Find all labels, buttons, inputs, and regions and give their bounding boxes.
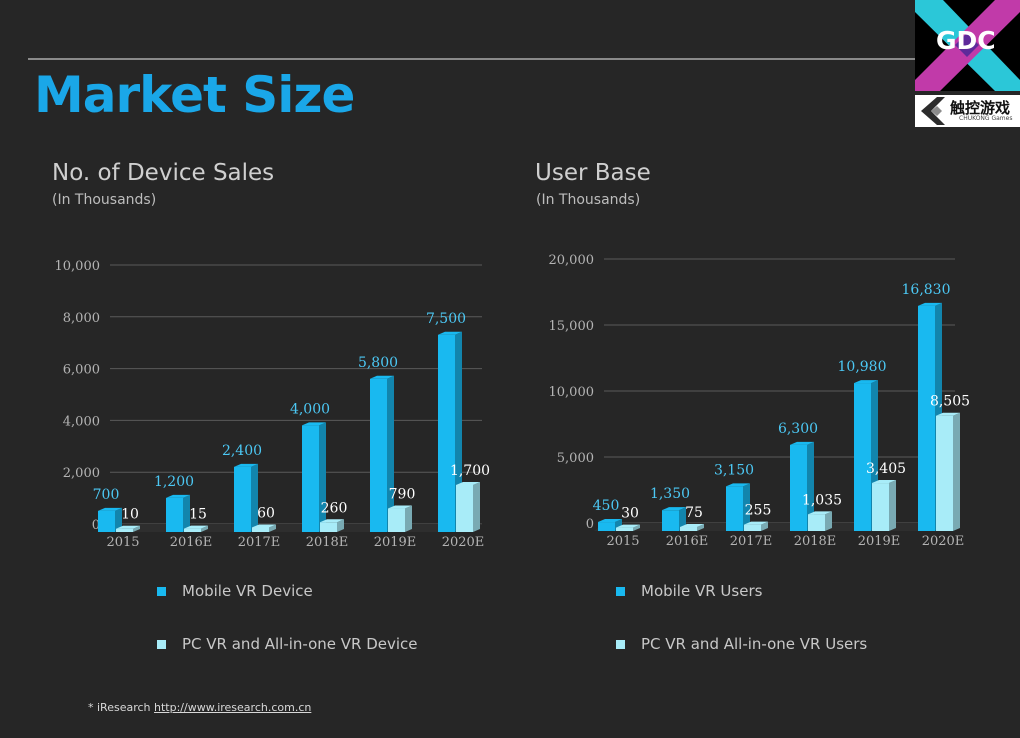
legend-swatch-mobile bbox=[616, 586, 625, 596]
data-label-mobile: 700 bbox=[93, 487, 120, 503]
data-label-mobile: 1,200 bbox=[154, 474, 194, 490]
legend-swatch-pc bbox=[616, 639, 625, 649]
y-tick-label: 8,000 bbox=[63, 311, 100, 326]
x-tick-label: 2019E bbox=[858, 534, 901, 549]
data-label-mobile: 16,830 bbox=[902, 282, 951, 298]
data-label-mobile: 2,400 bbox=[222, 443, 262, 459]
x-tick-label: 2018E bbox=[794, 534, 837, 549]
data-label-mobile: 3,150 bbox=[714, 462, 754, 478]
data-label-mobile: 7,500 bbox=[426, 311, 466, 327]
bar-mobile bbox=[438, 331, 462, 532]
legend-item-pc-device: PC VR and All-in-one VR Device bbox=[157, 635, 418, 653]
legend-label: PC VR and All-in-one VR Users bbox=[641, 635, 868, 653]
x-tick-label: 2017E bbox=[730, 534, 773, 549]
data-label-mobile: 1,350 bbox=[650, 486, 690, 502]
bar-pc bbox=[116, 525, 140, 532]
bar-pc bbox=[184, 525, 208, 532]
bar-mobile bbox=[790, 441, 814, 531]
legend-item-mobile-device: Mobile VR Device bbox=[157, 582, 313, 600]
bar-pc bbox=[936, 412, 960, 531]
chukong-logo-cn: 触控游戏 bbox=[950, 99, 1011, 117]
data-label-mobile: 450 bbox=[593, 498, 620, 514]
legend-label: PC VR and All-in-one VR Device bbox=[182, 635, 418, 653]
legend-label: Mobile VR Users bbox=[641, 582, 763, 600]
bar-pc bbox=[388, 505, 412, 532]
legend-item-mobile-users: Mobile VR Users bbox=[616, 582, 762, 600]
device-sales-subtitle: (In Thousands) bbox=[52, 192, 157, 208]
bar-pc bbox=[456, 481, 480, 532]
chukong-logo-en: CHUKONG Games bbox=[959, 115, 1013, 122]
data-label-pc: 30 bbox=[621, 506, 639, 522]
y-tick-label: 5,000 bbox=[557, 451, 594, 466]
bar-pc bbox=[744, 521, 768, 531]
bar-mobile bbox=[234, 463, 258, 532]
bar-pc bbox=[808, 511, 832, 531]
data-label-pc: 790 bbox=[389, 487, 416, 503]
y-tick-label: 0 bbox=[586, 517, 594, 532]
bar-pc bbox=[872, 480, 896, 531]
x-tick-label: 2018E bbox=[306, 535, 349, 550]
y-tick-label: 15,000 bbox=[549, 319, 595, 334]
legend-swatch-pc bbox=[157, 639, 166, 649]
y-tick-label: 20,000 bbox=[549, 253, 595, 268]
bar-mobile bbox=[370, 375, 394, 532]
x-tick-label: 2019E bbox=[374, 535, 417, 550]
y-tick-label: 0 bbox=[92, 518, 100, 533]
legend-swatch-mobile bbox=[157, 586, 166, 596]
data-label-pc: 60 bbox=[257, 505, 275, 521]
bar-pc bbox=[680, 524, 704, 531]
y-tick-label: 10,000 bbox=[55, 259, 101, 274]
data-label-pc: 3,405 bbox=[866, 461, 906, 477]
bar-mobile bbox=[166, 494, 190, 532]
x-tick-label: 2020E bbox=[442, 535, 485, 550]
data-label-mobile: 10,980 bbox=[838, 359, 887, 375]
bar-pc bbox=[320, 519, 344, 532]
legend-item-pc-users: PC VR and All-in-one VR Users bbox=[616, 635, 867, 653]
data-label-pc: 255 bbox=[745, 503, 772, 519]
data-label-pc: 260 bbox=[321, 500, 348, 516]
user-base-title: User Base bbox=[535, 160, 651, 186]
x-tick-label: 2020E bbox=[922, 534, 965, 549]
source-link[interactable]: http://www.iresearch.com.cn bbox=[154, 701, 312, 714]
source-footnote: * iResearch http://www.iresearch.com.cn bbox=[88, 701, 311, 714]
device-sales-title: No. of Device Sales bbox=[52, 160, 275, 186]
data-label-pc: 1,035 bbox=[802, 492, 842, 508]
data-label-pc: 1,700 bbox=[450, 463, 490, 479]
footnote-prefix: * iResearch bbox=[88, 701, 155, 714]
data-label-pc: 10 bbox=[121, 507, 139, 523]
x-tick-label: 2017E bbox=[238, 535, 281, 550]
data-label-pc: 15 bbox=[189, 507, 207, 523]
y-tick-label: 10,000 bbox=[549, 385, 595, 400]
gdc-logo: GDC bbox=[915, 0, 1020, 91]
x-tick-label: 2016E bbox=[170, 535, 213, 550]
bar-mobile bbox=[302, 422, 326, 532]
x-tick-label: 2015 bbox=[106, 535, 139, 550]
legend-label: Mobile VR Device bbox=[182, 582, 313, 600]
data-label-mobile: 6,300 bbox=[778, 421, 818, 437]
chart-floor bbox=[100, 524, 482, 532]
user-base-subtitle: (In Thousands) bbox=[536, 192, 641, 208]
data-label-mobile: 4,000 bbox=[290, 401, 330, 417]
data-label-pc: 75 bbox=[685, 505, 703, 521]
chart-floor bbox=[594, 523, 955, 531]
data-label-pc: 8,505 bbox=[930, 394, 970, 410]
bar-pc bbox=[252, 524, 276, 532]
y-tick-label: 2,000 bbox=[63, 466, 100, 481]
bar-mobile bbox=[662, 507, 686, 531]
gdc-logo-text: GDC bbox=[936, 26, 996, 55]
bar-pc bbox=[616, 524, 640, 531]
data-label-mobile: 5,800 bbox=[358, 355, 398, 371]
bar-mobile bbox=[726, 483, 750, 531]
page-title: Market Size bbox=[34, 66, 355, 124]
y-tick-label: 4,000 bbox=[63, 414, 100, 429]
bar-mobile bbox=[98, 507, 122, 532]
title-rule bbox=[28, 58, 915, 60]
chukong-logo: 触控游戏 CHUKONG Games bbox=[915, 95, 1020, 127]
y-tick-label: 6,000 bbox=[63, 363, 100, 378]
x-tick-label: 2016E bbox=[666, 534, 709, 549]
x-tick-label: 2015 bbox=[606, 534, 639, 549]
